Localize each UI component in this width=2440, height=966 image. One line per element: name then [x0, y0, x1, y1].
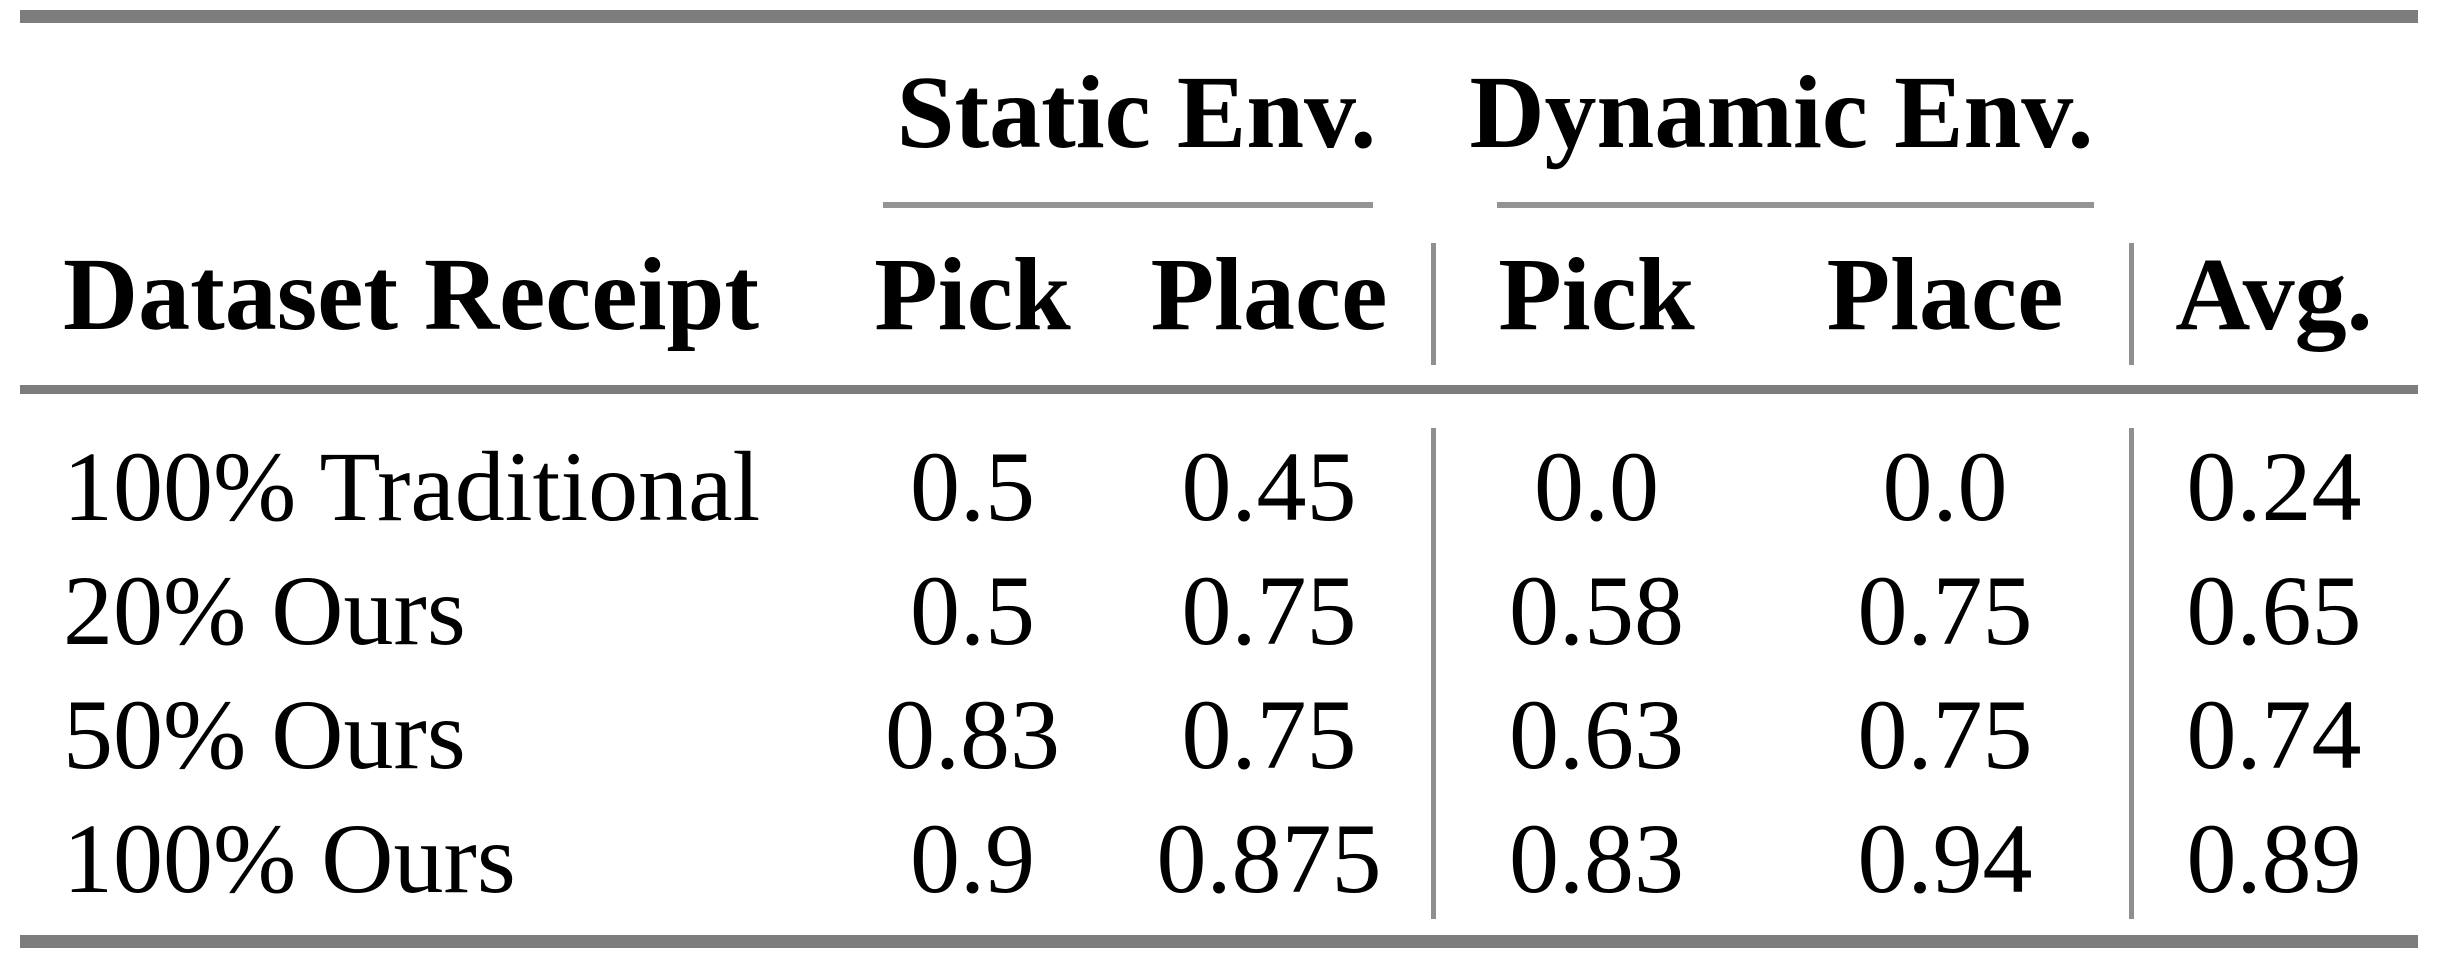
vertical-separator-1: [1431, 243, 1436, 365]
header-static-pick: Pick: [874, 236, 1071, 352]
value-avg: 0.89: [2186, 802, 2362, 914]
bottom-rule: [20, 935, 2418, 948]
header-dynamic-pick: Pick: [1498, 236, 1695, 352]
value-avg: 0.24: [2186, 431, 2362, 543]
dynamic-env-underline: [1497, 202, 2094, 208]
table-row: 20% Ours 0.5 0.75 0.58 0.75 0.65: [20, 549, 2418, 673]
header-static-place: Place: [1150, 236, 1388, 352]
static-env-underline: [883, 202, 1373, 208]
value-static-pick: 0.83: [885, 678, 1060, 790]
value-static-place: 0.75: [1181, 678, 1357, 790]
table-row: 50% Ours 0.83 0.75 0.63 0.75 0.74: [20, 673, 2418, 797]
group-header-dynamic-env: Dynamic Env.: [1469, 55, 2094, 170]
value-static-pick: 0.5: [910, 431, 1035, 543]
mid-rule: [20, 385, 2418, 394]
column-header-row: Dataset Receipt Pick Place Pick Place Av…: [20, 218, 2418, 370]
vertical-separator-2: [2129, 428, 2134, 919]
value-static-place: 0.75: [1181, 555, 1357, 667]
value-static-pick: 0.5: [910, 555, 1035, 667]
row-label: 20% Ours: [63, 555, 466, 667]
value-static-place: 0.875: [1156, 802, 1382, 914]
table-body: 100% Traditional 0.5 0.45 0.0 0.0 0.24 2…: [20, 425, 2418, 920]
value-static-place: 0.45: [1181, 431, 1357, 543]
value-dynamic-place: 0.94: [1857, 802, 2033, 914]
top-rule: [20, 10, 2418, 23]
table-row: 100% Ours 0.9 0.875 0.83 0.94 0.89: [20, 796, 2418, 920]
value-static-pick: 0.9: [910, 802, 1035, 914]
value-dynamic-pick: 0.0: [1534, 431, 1659, 543]
row-label: 50% Ours: [63, 678, 466, 790]
row-label: 100% Traditional: [63, 431, 761, 543]
vertical-separator-1: [1431, 428, 1436, 919]
value-dynamic-place: 0.0: [1882, 431, 2008, 543]
value-dynamic-pick: 0.58: [1509, 555, 1684, 667]
header-dataset-receipt: Dataset Receipt: [63, 236, 759, 352]
group-header-static-env: Static Env.: [896, 55, 1377, 170]
header-dynamic-place: Place: [1826, 236, 2064, 352]
vertical-separator-2: [2129, 243, 2134, 365]
value-dynamic-place: 0.75: [1857, 555, 2033, 667]
row-label: 100% Ours: [63, 802, 516, 914]
value-dynamic-pick: 0.83: [1509, 802, 1684, 914]
table-row: 100% Traditional 0.5 0.45 0.0 0.0 0.24: [20, 425, 2418, 549]
value-avg: 0.74: [2186, 678, 2362, 790]
value-avg: 0.65: [2186, 555, 2362, 667]
value-dynamic-place: 0.75: [1857, 678, 2033, 790]
header-avg: Avg.: [2175, 236, 2373, 352]
value-dynamic-pick: 0.63: [1509, 678, 1684, 790]
